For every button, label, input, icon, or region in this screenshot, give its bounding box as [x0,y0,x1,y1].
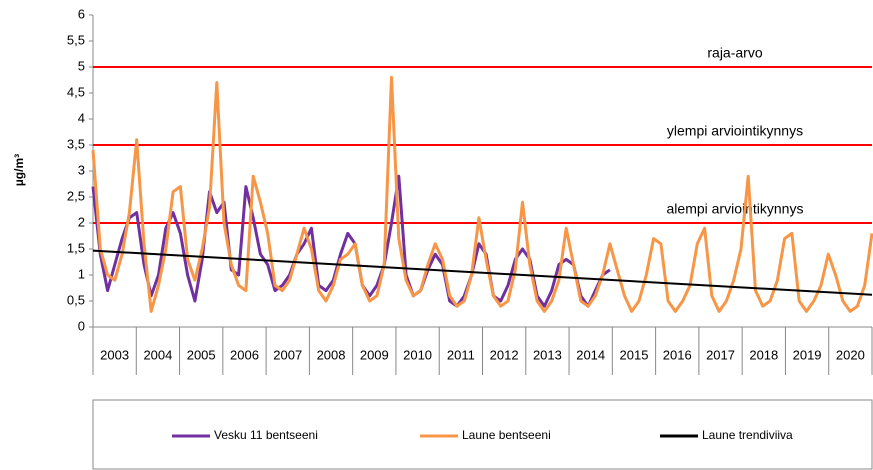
y-tick-label: 3,5 [67,136,85,151]
reference-label: ylempi arviointikynnys [667,123,803,139]
y-tick-label: 2,5 [67,188,85,203]
series-line [92,249,873,296]
y-tick-label: 4,5 [67,84,85,99]
x-tick-label: 2003 [100,347,129,362]
x-tick-label: 2004 [143,347,172,362]
x-tick-label: 2014 [576,347,605,362]
x-tick-label: 2020 [836,347,865,362]
series-line [91,75,873,313]
x-tick-label: 2017 [706,347,735,362]
y-tick-label: 3 [78,162,85,177]
reference-label: alempi arviointikynnys [667,201,804,217]
x-tick-label: 2011 [447,347,475,362]
legend-label: Laune trendiviiva [702,428,793,442]
y-tick-label: 0 [78,318,85,333]
y-tick-label: 2 [78,214,85,229]
x-tick-label: 2006 [230,347,259,362]
y-tick-label: 5,5 [67,32,85,47]
legend-label: Vesku 11 bentseeni [214,428,318,442]
y-tick-label: 4 [78,110,85,125]
x-tick-label: 2005 [187,347,216,362]
x-tick-label: 2007 [273,347,302,362]
x-tick-label: 2008 [317,347,346,362]
series-line [91,174,611,308]
x-tick-label: 2018 [749,347,778,362]
legend-label: Laune bentseeni [462,428,551,442]
y-tick-label: 6 [78,6,85,21]
x-tick-label: 2016 [663,347,692,362]
y-tick-label: 1,5 [67,240,85,255]
legend-box [92,399,873,470]
x-tick-label: 2012 [490,347,519,362]
y-tick-label: 1 [78,266,85,281]
x-tick-label: 2010 [403,347,432,362]
y-axis-label: µg/m³ [12,154,26,186]
reference-label: raja-arvo [707,45,762,61]
x-tick-label: 2009 [360,347,389,362]
x-tick-label: 2019 [793,347,822,362]
y-tick-label: 5 [78,58,85,73]
x-tick-label: 2013 [533,347,562,362]
y-tick-label: 0,5 [67,292,85,307]
x-tick-label: 2015 [620,347,649,362]
